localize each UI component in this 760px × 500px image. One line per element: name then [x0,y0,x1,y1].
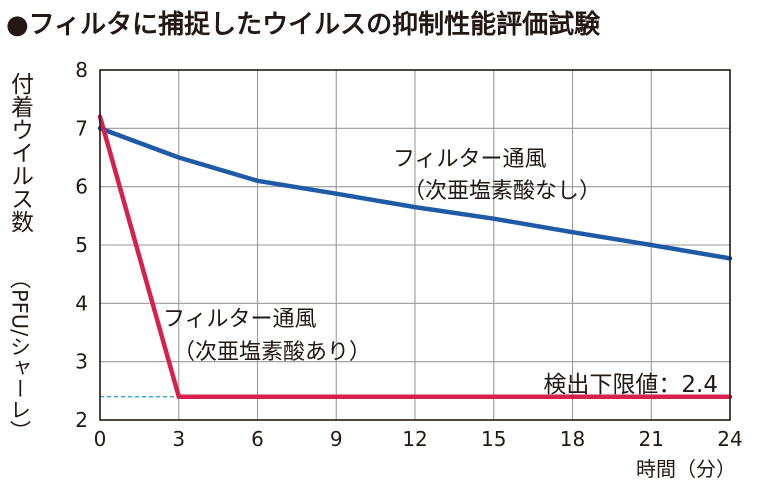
y-axis-unit: （PFU/シャーレ） [7,268,32,442]
x-tick-label-3: 9 [330,427,343,451]
x-tick-label-4: 12 [402,427,427,451]
x-tick-label-5: 15 [481,427,506,451]
y-tick-label-0: 2 [75,408,88,432]
x-tick-labels: 0 3 6 9 12 15 18 21 24 [94,427,743,451]
x-tick-label-0: 0 [94,427,107,451]
series-lines [97,114,733,399]
x-axis-label: 時間（分） [636,457,736,481]
x-tick-label-1: 3 [172,427,185,451]
y-tick-label-1: 3 [75,350,88,374]
series-line-1 [97,114,733,399]
plot-frame [99,69,731,421]
y-tick-label-4: 6 [75,175,88,199]
series-label-with-hypochlorous: フィルター通風 [163,307,317,332]
series-label-no-hypochlorous-sub: （次亜塩素酸なし） [403,179,601,204]
y-tick-label-3: 5 [75,233,88,257]
series-label-with-hypochlorous-sub: （次亜塩素酸あり） [173,340,371,365]
series-line-0 [97,126,733,261]
grid [99,69,731,421]
detection-limit-label: 検出下限値：2.4 [543,372,718,398]
series-label-no-hypochlorous: フィルター通風 [393,147,547,172]
x-tick-label-6: 18 [560,427,585,451]
x-tick-label-2: 6 [251,427,264,451]
y-axis-label-text: 付着ウイルス数 [6,72,33,233]
y-axis-label: 付着ウイルス数 （PFU/シャーレ） [2,72,36,442]
x-tick-label-8: 24 [717,427,742,451]
y-tick-label-6: 8 [75,58,88,82]
y-tick-labels: 2 3 4 5 6 7 8 [75,58,88,432]
y-tick-label-2: 4 [75,291,88,315]
chart-title: ●フィルタに捕捉したウイルスの抑制性能評価試験 [6,10,601,40]
x-tick-label-7: 21 [639,427,664,451]
y-tick-label-5: 7 [75,116,88,140]
